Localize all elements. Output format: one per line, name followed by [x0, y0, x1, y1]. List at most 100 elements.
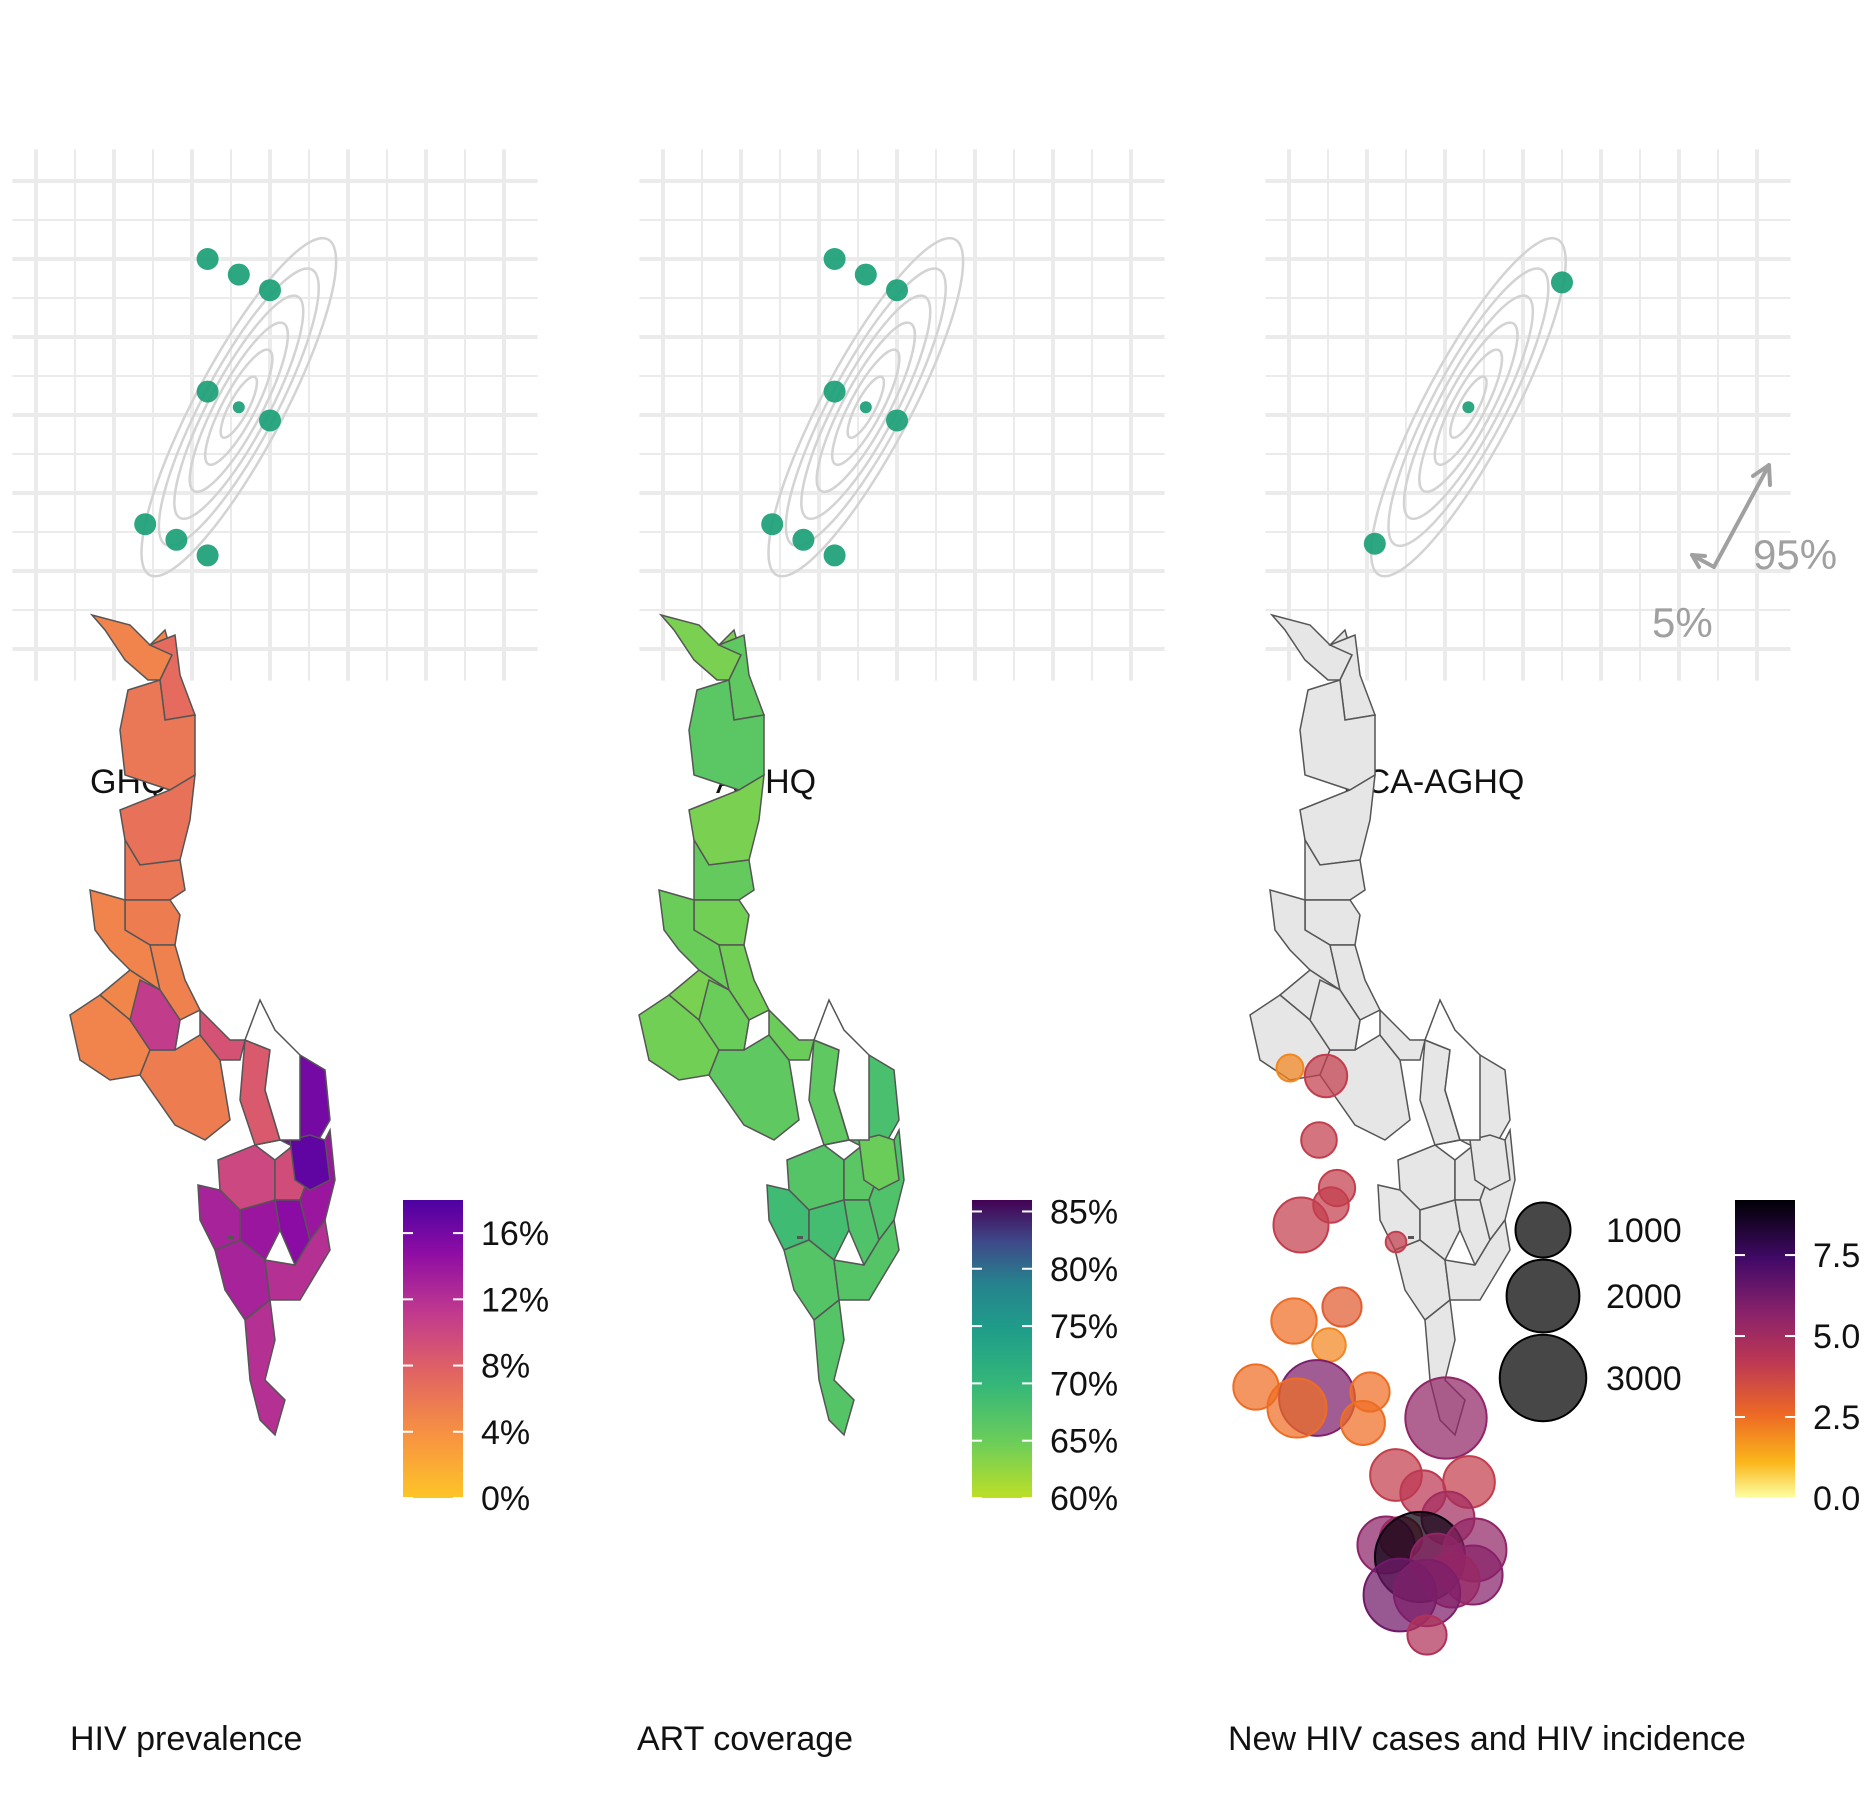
quadrature-node: [823, 248, 846, 270]
density-contour: [219, 375, 259, 439]
prevalence-colorbar: [403, 1200, 463, 1498]
size-legend-label: 3000: [1606, 1360, 1682, 1398]
district-region: [239, 1199, 281, 1262]
quadrature-node: [259, 409, 281, 432]
quadrature-node: [227, 263, 250, 286]
district-region: [199, 1008, 246, 1061]
quadrature-node: [1363, 532, 1386, 555]
new-cases-bubble: [1300, 1121, 1338, 1159]
quadrature-node: [761, 513, 784, 536]
aghq-quadrature-nodes: [761, 248, 908, 567]
panel-aghq: AGHQ: [639, 149, 1165, 801]
principal-component-arrows: 5% 95%: [1652, 463, 1837, 646]
quadrature-node: [823, 544, 846, 567]
colorbar-tick-label: 0.0: [1813, 1480, 1860, 1518]
incidence-legend: 0.0 2.5 5.0 7.5: [1735, 1200, 1860, 1518]
size-legend-circle: [1514, 1201, 1572, 1259]
district-region: [813, 1298, 855, 1437]
district-region: [808, 1199, 850, 1262]
panel-pca-aghq: 5% 95% PCA-AGHQ: [1265, 149, 1837, 801]
quadrature-node: [854, 263, 877, 286]
colorbar-tick-label: 60%: [1050, 1480, 1118, 1518]
major-component-arrow: [1712, 463, 1771, 569]
ghq-quadrature-nodes: [134, 248, 281, 567]
new-cases-bubbles: [1232, 1053, 1508, 1656]
quadrature-node: [859, 401, 872, 414]
prevalence-colorbar-ticks: 0% 4% 8% 12% 16%: [403, 1215, 549, 1518]
island-marker: [228, 1236, 234, 1239]
district-region: [244, 1298, 286, 1437]
colorbar-tick-label: 7.5: [1813, 1237, 1860, 1275]
new-cases-bubble: [1311, 1327, 1347, 1363]
incidence-colorbar: [1735, 1200, 1795, 1498]
quadrature-node: [792, 528, 815, 551]
density-contour: [1449, 375, 1488, 439]
colorbar-tick-label: 75%: [1050, 1308, 1118, 1346]
district-region: [1419, 1199, 1461, 1262]
district-region: [1379, 1008, 1426, 1061]
quadrature-node: [232, 401, 245, 414]
size-legend-circle: [1498, 1333, 1588, 1423]
lake-malawi: [813, 998, 870, 1141]
new-cases-bubble: [1384, 1230, 1408, 1254]
colorbar-tick-label: 12%: [481, 1281, 549, 1319]
quadrature-node: [196, 544, 219, 567]
new-cases-bubble: [1406, 1614, 1448, 1656]
hiv-prevalence-districts: [69, 613, 336, 1437]
density-contour: [1387, 267, 1550, 548]
art-coverage-map: [638, 613, 905, 1437]
colorbar-tick-label: 80%: [1050, 1251, 1118, 1289]
district-region: [129, 978, 181, 1051]
art-coverage-legend: 60% 65% 70% 75% 80% 85%: [972, 1193, 1118, 1518]
density-contour: [1433, 348, 1504, 466]
quadrature-node: [1551, 271, 1573, 294]
quadrature-node: [1462, 401, 1475, 414]
size-legend-label: 1000: [1606, 1212, 1682, 1250]
major-arrow-label: 95%: [1753, 531, 1837, 578]
colorbar-tick-label: 0%: [481, 1480, 530, 1518]
hiv-prevalence-legend: 0% 4% 8% 12% 16%: [403, 1200, 549, 1518]
ghq-grid: [12, 149, 538, 681]
quadrature-node: [165, 528, 188, 551]
new-cases-bubble: [1270, 1297, 1318, 1345]
new-cases-bubble: [1303, 1053, 1349, 1099]
colorbar-tick-label: 85%: [1050, 1193, 1118, 1231]
lake-malawi: [1424, 998, 1481, 1141]
district-region: [1444, 1218, 1511, 1301]
colorbar-tick-label: 2.5: [1813, 1399, 1860, 1437]
new-cases-bubble: [1340, 1400, 1386, 1446]
new-cases-bubble: [1272, 1196, 1330, 1254]
colorbar-tick-label: 16%: [481, 1215, 549, 1253]
district-region: [858, 1134, 900, 1191]
colorbar-tick-label: 4%: [481, 1414, 530, 1452]
island-marker: [797, 1236, 803, 1239]
aghq-grid: [639, 149, 1165, 681]
incidence-colorbar-ticks: 0.0 2.5 5.0 7.5: [1735, 1237, 1860, 1518]
major-arrow-head: [1751, 463, 1772, 487]
panel-ghq: GHQ: [12, 149, 538, 801]
quadrature-node: [196, 380, 219, 403]
density-contour: [1418, 321, 1519, 494]
new-cases-title: New HIV cases and HIV incidence: [1228, 1720, 1746, 1758]
district-region: [698, 978, 750, 1051]
density-contour: [830, 348, 901, 466]
pca-aghq-density-contours: [1369, 236, 1567, 578]
hiv-prevalence-title: HIV prevalence: [70, 1720, 302, 1758]
quadrature-node: [259, 279, 281, 302]
new-cases-bubble: [1321, 1286, 1363, 1328]
colorbar-tick-label: 70%: [1050, 1365, 1118, 1403]
minor-arrow-label: 5%: [1652, 599, 1713, 646]
density-contour: [846, 375, 886, 439]
art-coverage-title: ART coverage: [637, 1720, 853, 1758]
minor-arrow-head: [1690, 553, 1707, 569]
art-colorbar: [972, 1200, 1032, 1498]
colorbar-tick-label: 65%: [1050, 1423, 1118, 1461]
island-marker: [1408, 1236, 1414, 1239]
quadrature-node: [823, 380, 846, 403]
district-region: [264, 1218, 331, 1301]
size-legend-circle: [1505, 1258, 1581, 1334]
size-legend-label: 2000: [1606, 1278, 1682, 1316]
district-region: [833, 1218, 900, 1301]
district-region: [1469, 1134, 1511, 1191]
